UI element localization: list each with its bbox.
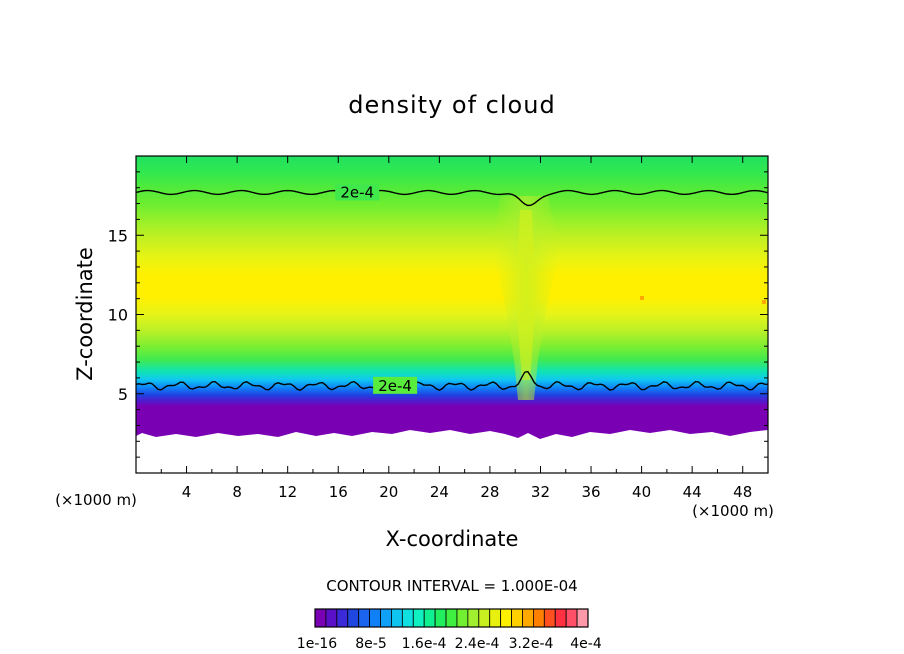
x-tick-label: 20 <box>379 483 398 501</box>
x-tick-label: 36 <box>581 483 600 501</box>
x-tick-label: 40 <box>632 483 651 501</box>
colorbar-swatch <box>412 608 425 628</box>
y-tick-label: 15 <box>108 226 128 245</box>
colorbar-swatch <box>336 608 349 628</box>
colorbar-swatch <box>511 608 523 628</box>
colorbar-frame <box>314 608 589 628</box>
contour-label: 2e-4 <box>340 183 374 201</box>
colorbar-labels: 1e-16 8e-5 1.6e-4 2.4e-4 3.2e-4 4e-4 <box>297 636 602 652</box>
x-tick-label: 32 <box>531 483 550 501</box>
x-tick-label: 8 <box>232 483 242 501</box>
x-unit-label: (×1000 m) <box>692 502 774 520</box>
chart-title: density of cloud <box>348 91 555 119</box>
colorbar-swatch <box>423 608 436 628</box>
colorbar-label: 2.4e-4 <box>455 636 500 652</box>
x-tick-label: 44 <box>683 483 702 501</box>
colorbar-label: 1e-16 <box>297 636 337 652</box>
plot-area <box>136 156 768 473</box>
colorbar <box>314 608 589 628</box>
colorbar-swatch <box>325 608 338 628</box>
colorbar-swatch <box>478 608 491 628</box>
colorbar-label: 4e-4 <box>570 636 602 652</box>
y-tick-label: 10 <box>108 306 128 325</box>
x-tick-label: 24 <box>430 483 449 501</box>
colorbar-swatch <box>576 608 589 628</box>
colorbar-swatch <box>554 608 567 628</box>
colorbar-swatch <box>358 608 370 628</box>
colorbar-swatch <box>467 608 480 628</box>
x-tick-label: 48 <box>733 483 752 501</box>
z-unit-label: (×1000 m) <box>55 491 137 509</box>
colorbar-swatch <box>543 608 556 628</box>
colorbar-swatch <box>456 608 469 628</box>
x-tick-label: 4 <box>182 483 192 501</box>
x-tick-label: 12 <box>278 483 297 501</box>
contour-interval-text: CONTOUR INTERVAL = 1.000E-04 <box>326 577 577 595</box>
colorbar-swatch <box>391 608 403 628</box>
contour-label-bg <box>373 376 418 394</box>
contour-line <box>135 370 769 391</box>
colorbar-swatch <box>489 608 502 628</box>
contour-line <box>135 189 769 207</box>
colorbar-label: 3.2e-4 <box>509 636 554 652</box>
y-axis-label: Z-coordinate <box>73 247 97 381</box>
colorbar-swatch <box>380 608 392 628</box>
y-tick-label: 5 <box>118 385 128 404</box>
colorbar-swatch <box>445 608 458 628</box>
colorbar-swatch <box>522 608 534 628</box>
contour-label: 2e-4 <box>378 377 412 395</box>
orange-patch <box>640 296 644 300</box>
colorbar-swatch <box>347 608 360 628</box>
colorbar-swatch <box>565 608 578 628</box>
colorbar-swatch <box>434 608 447 628</box>
colorbar-label: 8e-5 <box>355 636 386 652</box>
x-axis-ticks: 4 8 12 16 20 24 28 32 36 40 44 48 <box>160 156 752 501</box>
colorbar-swatch <box>500 608 512 628</box>
x-tick-label: 16 <box>329 483 348 501</box>
colorbar-swatch <box>369 608 381 628</box>
colorbar-swatch <box>314 608 327 628</box>
colorbar-swatch <box>533 608 545 628</box>
colorbar-label: 1.6e-4 <box>402 636 447 652</box>
contour-lines: 2e-4 2e-4 <box>135 183 769 395</box>
x-tick-label: 28 <box>480 483 499 501</box>
y-axis-ticks: 5 10 15 <box>108 171 768 458</box>
orange-patch <box>762 300 766 304</box>
colorbar-swatch <box>401 608 414 628</box>
x-axis-label: X-coordinate <box>386 527 519 551</box>
plume-streak <box>516 210 536 380</box>
cloud-field <box>136 156 768 439</box>
contour-label-bg <box>335 183 380 201</box>
